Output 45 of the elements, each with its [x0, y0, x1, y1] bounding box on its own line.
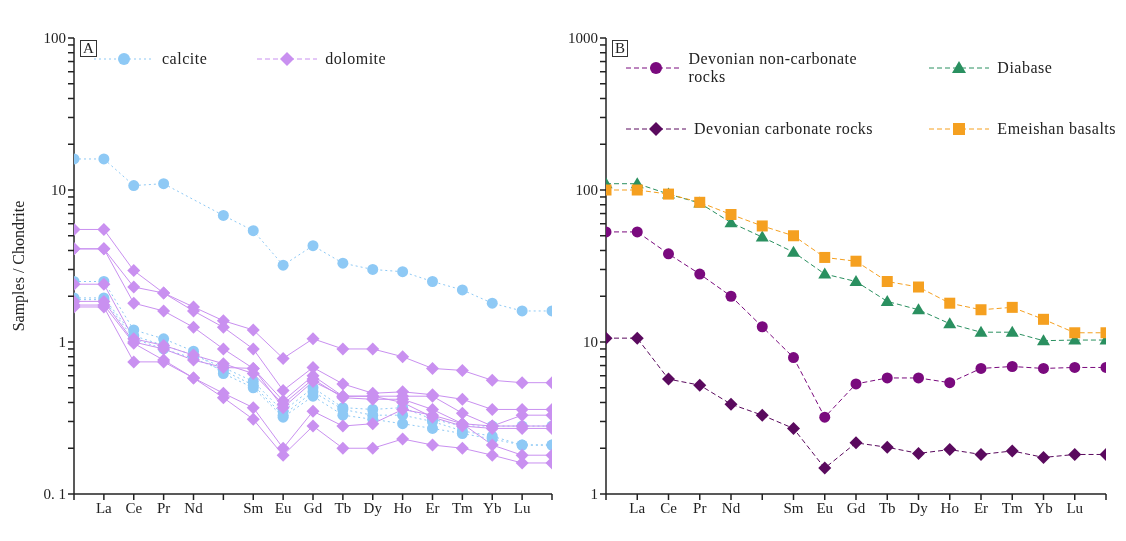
legend-label: Devonian non-carbonate rocks	[688, 50, 859, 86]
x-tick-label: Pr	[693, 499, 707, 516]
x-tick-label: Dy	[909, 499, 929, 516]
x-tick-label: Gd	[846, 499, 866, 516]
x-tick-label: La	[95, 499, 113, 516]
y-tick-label: 10	[51, 182, 66, 199]
annotation: B	[612, 40, 629, 57]
x-tick-label: Ho	[940, 499, 959, 516]
x-tick-label: Dy	[363, 499, 383, 516]
annotation: A	[80, 40, 97, 57]
x-tick-label: Nd	[721, 499, 741, 516]
x-tick-label: Tm	[451, 499, 474, 516]
y-tick-label: 100	[575, 182, 598, 199]
legend-label: Diabase	[997, 59, 1053, 77]
y-tick-label: 1000	[568, 30, 598, 47]
legend-label: calcite	[162, 50, 208, 68]
x-tick-label: Nd	[184, 499, 204, 516]
x-tick-label: Gd	[303, 499, 323, 516]
x-tick-label: Pr	[156, 499, 171, 516]
x-tick-label: Ce	[660, 499, 678, 516]
x-tick-label: Yb	[483, 499, 502, 516]
x-tick-label: Yb	[1034, 499, 1053, 516]
y-tick-label: 1	[590, 486, 598, 503]
x-tick-label: Ho	[393, 499, 412, 516]
x-tick-label: Tb	[878, 499, 896, 516]
x-tick-label: Lu	[513, 499, 531, 516]
y-tick-label: 100	[43, 30, 66, 47]
legend-label: Devonian carbonate rocks	[694, 120, 874, 138]
y-tick-label: 10	[583, 334, 598, 351]
x-tick-label: La	[629, 499, 646, 516]
x-tick-label: Eu	[816, 499, 834, 516]
y-axis-title: Samples / Chondrite	[9, 200, 28, 332]
x-tick-label: Ce	[125, 499, 143, 516]
x-tick-label: Sm	[783, 499, 804, 516]
x-tick-label: Tb	[334, 499, 352, 516]
x-tick-label: Er	[973, 499, 989, 516]
legend-label: Emeishan basalts	[997, 120, 1116, 138]
x-tick-label: Lu	[1066, 499, 1084, 516]
x-tick-label: Sm	[243, 499, 264, 516]
x-tick-label: Tm	[1001, 499, 1023, 516]
y-tick-label: 0. 1	[43, 486, 66, 503]
y-tick-label: 1	[58, 334, 66, 351]
x-tick-label: Eu	[274, 499, 292, 516]
x-tick-label: Er	[425, 499, 440, 516]
legend-label: dolomite	[325, 50, 387, 68]
